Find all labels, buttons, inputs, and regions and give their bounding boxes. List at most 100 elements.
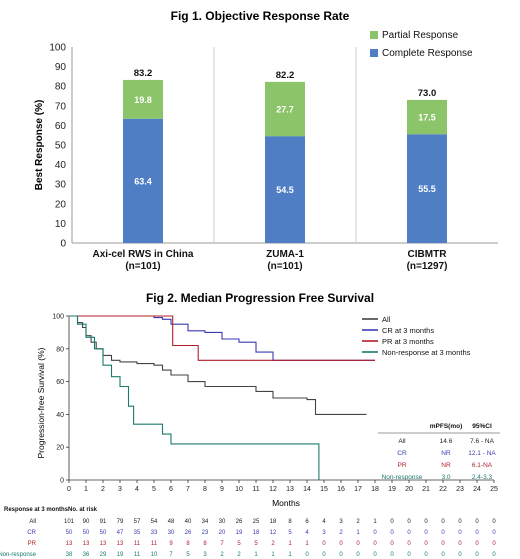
fig2-risk-row-label: All [29,519,36,525]
fig2-risk-value: 0 [441,519,445,525]
fig2-risk-value: 79 [117,519,124,525]
fig1-total-label: 83.2 [134,68,153,79]
fig2-y-axis-label: Progression-free Survival (%) [36,347,46,458]
fig2-risk-value: 0 [407,552,411,558]
fig1-y-tick-label: 30 [55,180,67,191]
fig2-table-ci: 7.6 - NA [470,438,495,445]
fig2-risk-value: 11 [134,541,141,547]
fig2-risk-value: 50 [100,530,107,536]
fig2-risk-value: 0 [407,519,411,525]
fig1-bar-value-label: 55.5 [418,184,436,194]
fig1-legend-label: Partial Response [382,30,459,41]
fig2-risk-value: 2 [356,519,360,525]
fig2-x-tick-label: 5 [152,486,156,493]
fig2-risk-value: 48 [168,519,175,525]
fig2-x-tick-label: 21 [422,486,430,493]
fig2-risk-value: 0 [356,552,360,558]
fig2-risk-value: 38 [66,552,73,558]
fig2-risk-table-title: Response at 3 months [4,507,69,513]
fig2-risk-value: 0 [356,541,360,547]
fig2-x-tick-label: 15 [320,486,328,493]
fig2-risk-value: 6 [305,519,309,525]
fig2-risk-value: 40 [185,519,192,525]
fig2-table-header: 95%CI [472,423,492,430]
fig2-risk-value: 0 [322,552,326,558]
fig2-risk-value: 34 [202,519,209,525]
fig1-bar-value-label: 27.7 [276,105,294,115]
fig1-bar-value-label: 54.5 [276,185,294,195]
fig2-legend-label: All [382,315,391,324]
fig1-y-tick-label: 100 [49,43,66,54]
fig2-risk-value: 8 [203,541,207,547]
fig2-x-tick-label: 18 [371,486,379,493]
fig2-risk-value: 3 [203,552,207,558]
fig2-risk-value: 0 [492,530,496,536]
fig2-table-mpfs: 3.0 [441,474,450,481]
fig2-x-tick-label: 3 [118,486,122,493]
fig2-y-tick-label: 0 [60,478,64,485]
fig2-risk-value: 1 [305,541,309,547]
fig2-risk-value: 54 [151,519,158,525]
fig1-bar-value-label: 63.4 [134,176,152,186]
fig1-chart: 0 10 20 30 40 50 60 70 80 90 100 63.4 19.8 83.2 Axi-ce… [49,30,498,272]
fig2-risk-value: 0 [424,541,428,547]
fig2-risk-value: 0 [390,530,394,536]
fig2-table-mpfs: NR [441,450,451,457]
fig2-risk-value: 0 [492,541,496,547]
fig2-risk-value: 18 [253,530,260,536]
fig2-risk-value: 2 [339,530,343,536]
fig2-risk-value: 5 [288,530,292,536]
fig2-risk-value: 3 [322,530,326,536]
fig2-risk-row-label: Non-response [0,552,37,558]
fig1-category-n-label: (n=1297) [407,261,448,272]
fig2-risk-value: 2 [220,552,224,558]
fig1-y-tick-label: 10 [55,219,67,230]
fig2-risk-value: 13 [117,541,124,547]
fig2-risk-value: 13 [100,541,107,547]
fig2-risk-value: 19 [236,530,243,536]
fig2-risk-value: 0 [492,519,496,525]
fig2-risk-value: 0 [458,519,462,525]
fig2-risk-value: 13 [83,541,90,547]
fig1-bar-complete-response [265,136,305,243]
fig1-legend-swatch [370,31,378,39]
fig2-y-tick-label: 20 [56,445,64,452]
fig2-legend-label: CR at 3 months [382,326,434,335]
fig2-x-tick-label: 2 [101,486,105,493]
fig1-y-tick-label: 50 [55,141,67,152]
fig2-risk-value: 5 [237,541,241,547]
fig2-risk-value: 0 [475,519,479,525]
fig2-table-header: mPFS(mo) [430,423,463,430]
fig2-risk-value: 7 [220,541,224,547]
fig2-risk-value: 0 [390,519,394,525]
fig2-risk-value: 0 [458,530,462,536]
fig2-x-tick-label: 11 [252,486,259,493]
fig1-legend-swatch [370,49,378,57]
fig2-risk-value: 0 [475,541,479,547]
fig2-risk-value: 30 [219,519,226,525]
fig2-risk-value: 0 [475,530,479,536]
fig2-x-tick-label: 23 [456,486,464,493]
fig2-risk-value: 0 [407,541,411,547]
fig2-risk-value: 0 [458,541,462,547]
fig1-y-tick-label: 20 [55,199,67,210]
fig2-x-tick-label: 4 [135,486,139,493]
fig2-x-tick-label: 22 [439,486,447,493]
fig2-table-ci: 6.1-NA [472,462,493,469]
fig2-risk-value: 19 [117,552,124,558]
fig2-risk-value: 26 [236,519,243,525]
fig1-category-label: CIBMTR [408,249,448,260]
fig1-legend-label: Complete Response [382,48,473,59]
fig1-bar-value-label: 19.8 [134,95,152,105]
fig1-category-label: ZUMA-1 [266,249,304,260]
fig2-risk-value: 23 [202,530,209,536]
fig2-table-group: All [398,438,406,445]
fig2-y-tick-label: 60 [56,379,64,386]
fig1-title: Fig 1. Objective Response Rate [171,9,350,23]
fig2-y-tick-label: 80 [56,346,64,353]
fig1-y-axis-label: Best Response (%) [34,100,45,191]
fig2-risk-value: 18 [270,519,277,525]
fig2-risk-value: 0 [407,530,411,536]
fig2-risk-value: 101 [64,519,75,525]
